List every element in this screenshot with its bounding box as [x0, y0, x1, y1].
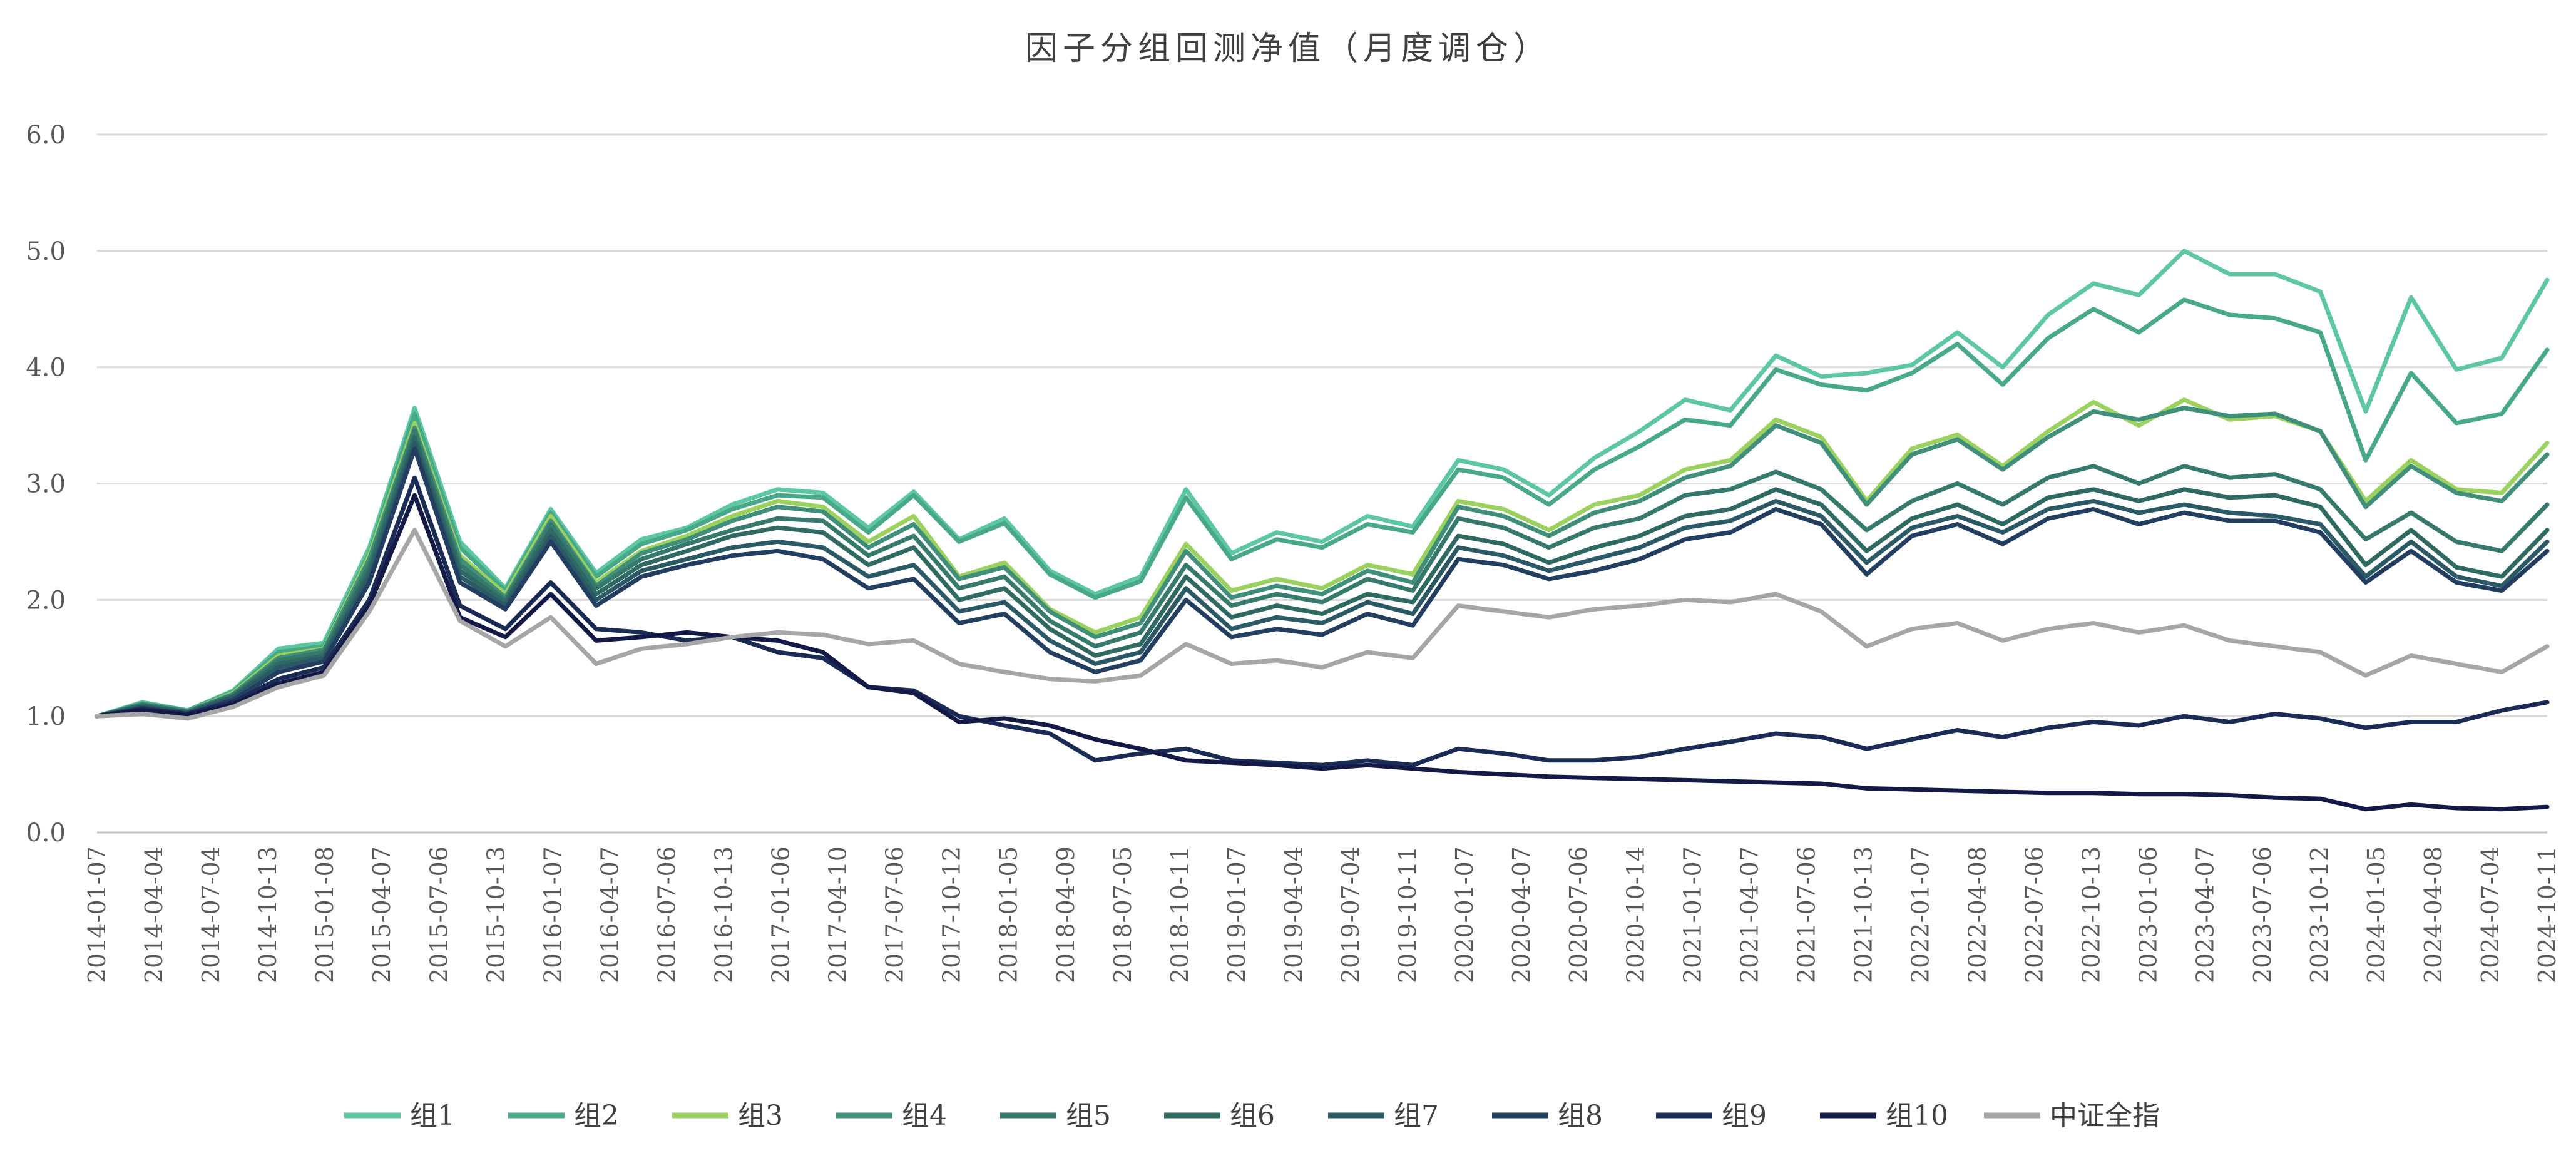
x-tick-label: 2016-10-13 — [710, 846, 738, 983]
y-tick-label: 5.0 — [26, 237, 66, 266]
y-tick-label: 0.0 — [26, 819, 66, 848]
x-tick-label: 2016-04-07 — [596, 846, 623, 983]
x-tick-label: 2019-04-04 — [1280, 846, 1307, 983]
y-axis-tick-labels: 0.0 1.0 2.0 3.0 4.0 5.0 6.0 — [26, 121, 66, 848]
legend-label-3: 组3 — [738, 1100, 783, 1132]
x-tick-label: 2014-07-04 — [197, 846, 225, 983]
x-tick-label: 2018-10-11 — [1166, 846, 1193, 983]
x-tick-label: 2017-07-06 — [881, 846, 909, 983]
x-tick-label: 2022-10-13 — [2078, 846, 2105, 983]
x-tick-label: 2019-01-07 — [1223, 846, 1250, 983]
x-tick-label: 2021-07-06 — [1792, 846, 1820, 983]
series-line-2 — [95, 297, 2550, 719]
legend-label-2: 组2 — [574, 1100, 619, 1132]
x-tick-label: 2024-10-11 — [2533, 846, 2561, 983]
legend-label-6: 组6 — [1230, 1100, 1275, 1132]
y-tick-label: 1.0 — [26, 702, 66, 731]
y-tick-label: 3.0 — [26, 470, 66, 499]
x-tick-label: 2020-07-06 — [1565, 846, 1592, 983]
x-tick-label: 2014-10-13 — [254, 846, 282, 983]
legend: 组1 组2 组3 组4 组5 组6 组7 组8 组9 组10 中证全指 — [344, 1100, 2160, 1132]
x-tick-label: 2016-01-07 — [539, 846, 566, 983]
x-tick-label: 2017-10-12 — [938, 846, 966, 983]
series-line-11 — [95, 528, 2550, 721]
x-tick-label: 2023-10-12 — [2306, 846, 2333, 983]
legend-label-9: 组9 — [1722, 1100, 1767, 1132]
x-tick-label: 2024-01-05 — [2363, 846, 2390, 983]
legend-label-7: 组7 — [1394, 1100, 1439, 1132]
x-tick-label: 2015-10-13 — [482, 846, 509, 983]
x-tick-label: 2022-01-07 — [1906, 846, 1934, 983]
x-tick-label: 2023-04-07 — [2192, 846, 2219, 983]
y-tick-label: 4.0 — [26, 354, 66, 382]
x-tick-label: 2017-01-06 — [767, 846, 795, 983]
series-line-10 — [95, 493, 2550, 812]
x-tick-label: 2023-01-06 — [2135, 846, 2162, 983]
x-tick-label: 2018-07-05 — [1109, 846, 1137, 983]
x-tick-label: 2015-07-06 — [425, 846, 452, 983]
x-tick-label: 2022-04-08 — [1964, 846, 1991, 983]
legend-label-1: 组1 — [410, 1100, 455, 1132]
x-tick-label: 2021-10-13 — [1849, 846, 1877, 983]
series-line-4 — [95, 406, 2550, 719]
legend-label-10: 组10 — [1886, 1100, 1948, 1132]
x-tick-label: 2022-07-06 — [2021, 846, 2048, 983]
x-tick-label: 2016-07-06 — [653, 846, 680, 983]
x-tick-label: 2018-04-09 — [1052, 846, 1080, 983]
series-line-8 — [95, 446, 2550, 719]
x-tick-label: 2014-04-04 — [140, 846, 168, 983]
x-tick-label: 2018-01-05 — [995, 846, 1023, 983]
x-tick-label: 2021-04-07 — [1735, 846, 1763, 983]
y-tick-label: 2.0 — [26, 586, 66, 615]
chart-title: 因子分组回测净值（月度调仓） — [1025, 30, 1551, 68]
x-tick-label: 2014-01-07 — [83, 846, 111, 983]
x-tick-label: 2015-04-07 — [368, 846, 396, 983]
x-tick-label: 2019-07-04 — [1337, 846, 1364, 983]
x-tick-label: 2020-01-07 — [1451, 846, 1478, 983]
y-gridlines — [97, 133, 2547, 717]
series-line-6 — [95, 434, 2550, 719]
legend-label-8: 组8 — [1558, 1100, 1603, 1132]
legend-label-4: 组4 — [902, 1100, 947, 1132]
x-tick-label: 2020-10-14 — [1622, 846, 1649, 983]
x-tick-label: 2019-10-11 — [1394, 846, 1421, 983]
x-tick-label: 2023-07-06 — [2249, 846, 2276, 983]
x-tick-label: 2024-07-04 — [2476, 846, 2504, 983]
series-line-9 — [95, 475, 2550, 767]
x-tick-label: 2015-01-08 — [311, 846, 339, 983]
x-tick-label: 2021-01-07 — [1679, 846, 1706, 983]
x-tick-label: 2017-04-10 — [824, 846, 852, 983]
legend-label-11: 中证全指 — [2050, 1100, 2160, 1132]
x-tick-label: 2024-04-08 — [2420, 846, 2447, 983]
y-tick-label: 6.0 — [26, 121, 66, 150]
x-tick-label: 2020-04-07 — [1508, 846, 1535, 983]
x-axis-tick-labels: 2014-01-07 2014-04-04 2014-07-04 2014-10-13… — [83, 846, 2561, 983]
legend-label-5: 组5 — [1066, 1100, 1111, 1132]
series-lines — [95, 249, 2550, 812]
